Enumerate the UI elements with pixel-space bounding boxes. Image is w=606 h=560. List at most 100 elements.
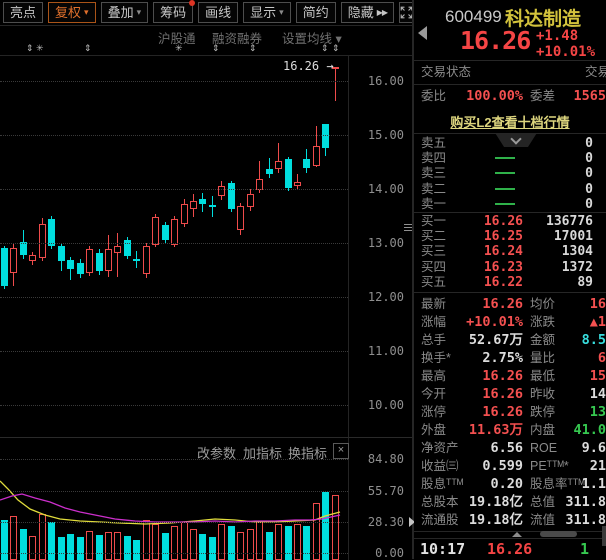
toolbar-button[interactable]: 叠加 ▾ xyxy=(100,2,149,23)
toolbar-button-label: 画线 xyxy=(205,5,232,20)
gridline xyxy=(0,405,348,406)
ask-volume: 0 xyxy=(585,181,593,197)
stat-label: ROE xyxy=(530,441,558,455)
stat-label: 流值 xyxy=(530,513,556,527)
stat-value: 16.26 xyxy=(482,404,523,420)
bid-price: 16.23 xyxy=(483,259,523,275)
bid-row[interactable]: 买四 16.23 1372 xyxy=(414,260,606,275)
weibi-value: 100.00% xyxy=(466,88,523,104)
switch-indicator-button[interactable]: 换指标 xyxy=(288,446,328,461)
candle-body xyxy=(293,182,301,186)
toolbar-button-label: 复权 xyxy=(55,5,82,20)
stat-label: 股息率ᵀᵀᴹ xyxy=(530,477,585,491)
price-axis-label: 15.00 xyxy=(367,128,404,142)
stat-row: 收益㈢ 0.599 PEᵀᵀᴹ* 21 xyxy=(414,457,606,475)
gridline xyxy=(0,297,348,298)
toolbar-button-label: 筹码 xyxy=(160,5,187,20)
edit-params-button[interactable]: 改参数 xyxy=(197,446,237,461)
toolbar-button[interactable]: 画线 xyxy=(198,2,239,23)
toolbar-button-label: 叠加 xyxy=(107,5,134,20)
toolbar-button[interactable]: 简约 xyxy=(295,2,336,23)
stat-label: 收益㈢ xyxy=(421,459,459,473)
trade-status-value: 交易 xyxy=(585,65,606,79)
volume-bar xyxy=(284,526,292,560)
event-marker-icon: ⇕ xyxy=(84,43,92,53)
stat-label: 涨幅 xyxy=(421,315,447,329)
panel-divider[interactable] xyxy=(412,0,414,559)
expand-arrows-icon xyxy=(400,6,413,19)
stat-value: 52.67万 xyxy=(468,332,523,348)
ask-row[interactable]: 卖三 0 xyxy=(414,166,606,181)
stat-row: 换手* 2.75% 量比 6 xyxy=(414,349,606,367)
toggle-ma-settings[interactable]: 设置均线 ▾ xyxy=(282,32,342,46)
stat-label: 涨停 xyxy=(421,405,447,419)
toggle-margin-trading[interactable]: 融资融券 xyxy=(212,32,263,46)
ask-row[interactable]: 卖二 0 xyxy=(414,182,606,197)
toolbar-button[interactable]: 复权 ▾ xyxy=(48,2,96,23)
vertical-scrollbar-thumb[interactable] xyxy=(602,526,606,546)
stat-value: 41.0 xyxy=(573,422,606,438)
toolbar-button[interactable]: 隐藏 ▶▶ xyxy=(340,2,395,23)
candle-body xyxy=(95,253,103,271)
gridline xyxy=(0,189,348,190)
volume-bar xyxy=(1,520,8,560)
ask-label: 卖三 xyxy=(421,166,447,181)
close-indicator-icon[interactable]: × xyxy=(333,443,349,459)
candles-plot xyxy=(0,56,348,438)
stat-value: 14 xyxy=(589,386,606,402)
divider-handle-icon[interactable] xyxy=(409,517,415,527)
event-marker-icon: ⇕ xyxy=(332,43,340,53)
stat-label: 流通股 xyxy=(421,513,459,527)
ask-label: 卖二 xyxy=(421,181,447,196)
toolbar-button-label: 显示 xyxy=(250,5,277,20)
stat-label: 总股本 xyxy=(421,495,459,509)
volume-axis-label: 28.30 xyxy=(367,515,404,529)
candle-body xyxy=(86,249,94,273)
toolbar-button[interactable]: 显示 ▾ xyxy=(243,2,291,23)
ask-row[interactable]: 卖四 0 xyxy=(414,151,606,166)
stat-row: 最高 16.26 最低 15 xyxy=(414,367,606,385)
stat-value: 16.26 xyxy=(482,296,523,312)
stat-value: 9.6 xyxy=(581,440,606,456)
candle-body xyxy=(10,248,18,273)
toolbar-button-label: 隐藏 xyxy=(347,5,374,20)
bid-row[interactable]: 买五 16.22 89 xyxy=(414,275,606,290)
toolbar-button[interactable]: 亮点 xyxy=(3,2,44,23)
volume-bar xyxy=(67,534,75,560)
candle-body xyxy=(29,255,37,261)
stat-value: 21 xyxy=(589,458,606,474)
ask-volume: 0 xyxy=(585,151,593,167)
stat-label: 换手* xyxy=(421,351,451,365)
last-price-annotation: 16.26 → xyxy=(283,59,334,73)
horizontal-scrollbar-thumb[interactable] xyxy=(540,531,577,537)
add-indicator-button[interactable]: 加指标 xyxy=(243,446,283,461)
stat-row: 最新 16.26 均价 16 xyxy=(414,295,606,313)
collapse-levels-tab[interactable] xyxy=(495,134,537,147)
candlestick-chart: 16.26 → 16.00 15.00 14.00 13.00 12.00 11.00 10… xyxy=(0,55,412,438)
stat-label: 净资产 xyxy=(421,441,459,455)
candle-body xyxy=(312,146,320,166)
stat-row: 股息ᵀᵀᴹ 0.20 股息率ᵀᵀᴹ 1.1 xyxy=(414,475,606,493)
toggle-hgt[interactable]: 沪股通 xyxy=(158,32,196,46)
l2-quote-link[interactable]: 购买L2查看十档行情 xyxy=(450,115,570,130)
bid-row[interactable]: 买一 16.26 136776 xyxy=(414,214,606,229)
bid-row[interactable]: 买三 16.24 1304 xyxy=(414,244,606,259)
collapse-up-icon[interactable] xyxy=(512,532,522,537)
bid-volume: 1304 xyxy=(561,244,593,260)
stat-value: 311.8 xyxy=(565,494,606,510)
axis-drag-grip[interactable] xyxy=(404,222,412,233)
candle-wick xyxy=(334,67,336,101)
bid-price: 16.26 xyxy=(483,214,523,229)
collapse-panel-icon[interactable] xyxy=(418,26,427,40)
gridline xyxy=(0,135,348,136)
quote-panel: 600499 科达制造 16.26 +1.48 +10.01% 交易状态 交易 … xyxy=(414,0,606,559)
ask-row[interactable]: 卖五 0 xyxy=(414,136,606,151)
toolbar-button-label: 简约 xyxy=(302,5,329,20)
candle-body xyxy=(303,159,311,168)
stat-label: 外盘 xyxy=(421,423,447,437)
toolbar-button[interactable]: 筹码 xyxy=(153,0,196,23)
volume-bar xyxy=(123,536,131,560)
ask-row[interactable]: 卖一 0 xyxy=(414,197,606,212)
bid-row[interactable]: 买二 16.25 17001 xyxy=(414,229,606,244)
stat-row: 涨幅 +10.01% 涨跌 ▲1 xyxy=(414,313,606,331)
